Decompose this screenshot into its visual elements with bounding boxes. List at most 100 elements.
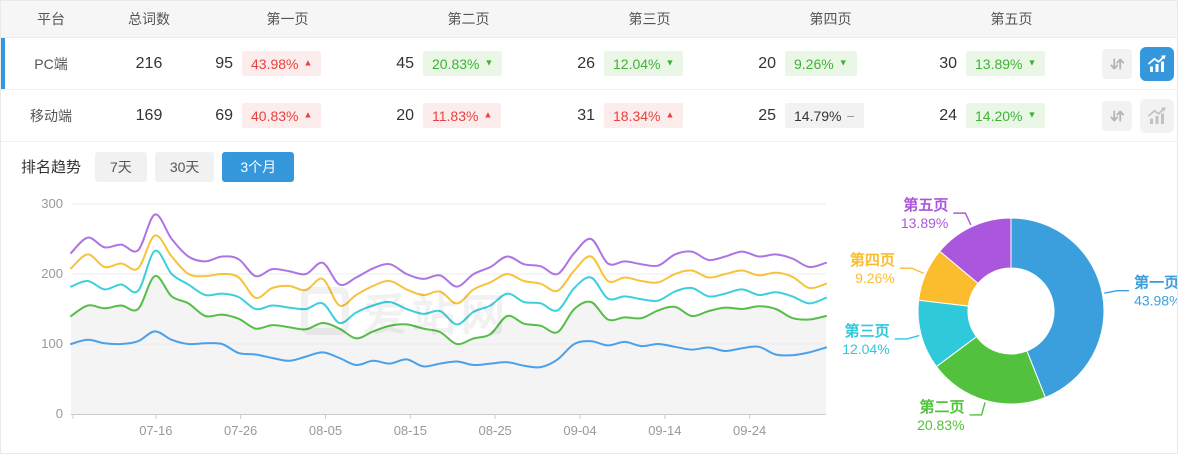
svg-text:20.83%: 20.83% (917, 417, 964, 433)
page-count: 45 (396, 54, 414, 72)
down-triangle-icon: ▼ (1027, 109, 1037, 120)
page-count: 95 (215, 54, 233, 72)
sort-arrows-icon (1110, 110, 1125, 121)
platform-name: PC端 (34, 55, 68, 72)
page-cell: 26 12.04% ▼ (559, 51, 740, 76)
header-cell-6: 第四页 (809, 11, 852, 27)
trend-range-tabs: 7天 30天 3个月 (95, 151, 302, 182)
page-count: 31 (577, 106, 595, 124)
page-count: 20 (396, 106, 414, 124)
svg-text:43.98%: 43.98% (1134, 293, 1178, 309)
page-count: 30 (939, 54, 957, 72)
row-actions (1102, 98, 1177, 133)
trend-percent: 13.89% (975, 55, 1023, 72)
table-row[interactable]: 移动端 169 69 40.83% ▲ 20 11.83% ▲ 31 18.34% ▲ 25 14.79… (1, 90, 1177, 142)
up-triangle-icon: ▲ (303, 109, 313, 120)
svg-text:第二页: 第二页 (920, 398, 965, 416)
trend-badge: 20.83% ▼ (423, 51, 503, 76)
svg-text:第三页: 第三页 (845, 322, 890, 340)
up-triangle-icon: ▲ (483, 109, 493, 120)
trend-tab-3[interactable]: 3个月 (222, 151, 295, 182)
trend-percent: 12.04% (613, 55, 661, 72)
chart-toggle-button[interactable] (1140, 46, 1174, 81)
table-row[interactable]: PC端 216 95 43.98% ▲ 45 20.83% ▼ 26 12.04% ▼ 20 9.26%… (1, 38, 1177, 90)
sort-button[interactable] (1102, 48, 1132, 79)
page-cell: 20 11.83% ▲ (378, 103, 559, 128)
trend-badge: 11.83% ▲ (423, 103, 502, 128)
charts-area: 07-16 07-26 08-05 08-15 08-25 09-04 09-14 09-24… (1, 191, 1177, 453)
svg-text:9.26%: 9.26% (855, 270, 895, 286)
page-count: 25 (758, 106, 776, 124)
trend-percent: 20.83% (432, 55, 480, 72)
trend-badge: 9.26% ▼ (785, 51, 857, 76)
trend-percent: 43.98% (251, 55, 299, 72)
trend-percent: 14.20% (975, 107, 1023, 124)
up-triangle-icon: ▲ (303, 57, 313, 68)
down-triangle-icon: ▼ (665, 57, 675, 68)
svg-text:09-14: 09-14 (648, 423, 681, 438)
trend-tab-2[interactable]: 30天 (154, 151, 215, 182)
svg-text:0: 0 (56, 406, 63, 421)
svg-text:第四页: 第四页 (850, 251, 895, 269)
svg-text:13.89%: 13.89% (901, 215, 948, 231)
down-triangle-icon: ▼ (1027, 57, 1037, 68)
down-triangle-icon: ▼ (484, 57, 494, 68)
header-cell-1: 平台 (37, 11, 65, 27)
svg-text:07-16: 07-16 (139, 423, 172, 438)
down-triangle-icon: ▼ (838, 57, 848, 68)
svg-text:09-24: 09-24 (733, 423, 766, 438)
bar-chart-icon (1148, 106, 1166, 124)
trend-percent: 9.26% (794, 55, 834, 72)
header-cell-3: 第一页 (266, 11, 309, 27)
page-cell: 25 14.79% − (740, 103, 921, 128)
trend-badge: 13.89% ▼ (966, 51, 1046, 76)
header-cell-7: 第五页 (990, 11, 1033, 27)
svg-text:12.04%: 12.04% (842, 341, 889, 357)
table-header: 平台 总词数 第一页 第二页 第三页 第四页 第五页 (1, 1, 1177, 38)
trend-percent: 40.83% (251, 107, 299, 124)
trend-badge: 14.79% − (785, 103, 864, 128)
svg-text:第一页: 第一页 (1134, 274, 1178, 292)
trend-badge: 18.34% ▲ (604, 103, 684, 128)
svg-text:08-05: 08-05 (309, 423, 342, 438)
flat-dash-icon: − (846, 107, 855, 124)
page-cell: 30 13.89% ▼ (921, 51, 1102, 76)
page-cell: 45 20.83% ▼ (378, 51, 559, 76)
svg-text:300: 300 (41, 196, 63, 211)
page-cell: 95 43.98% ▲ (197, 51, 378, 76)
svg-text:第五页: 第五页 (903, 196, 948, 214)
header-cell-2: 总词数 (128, 11, 170, 27)
svg-text:08-15: 08-15 (394, 423, 427, 438)
trend-badge: 40.83% ▲ (242, 103, 322, 128)
trend-percent: 11.83% (432, 107, 479, 124)
trend-percent: 14.79% (794, 107, 842, 124)
up-triangle-icon: ▲ (665, 109, 675, 120)
page-count: 20 (758, 54, 776, 72)
page-count: 26 (577, 54, 595, 72)
trend-badge: 43.98% ▲ (242, 51, 322, 76)
page-count: 24 (939, 106, 957, 124)
svg-text:09-04: 09-04 (563, 423, 596, 438)
total-keywords: 169 (135, 106, 163, 124)
row-actions (1102, 46, 1177, 81)
sort-button[interactable] (1102, 100, 1132, 131)
page-cell: 24 14.20% ▼ (921, 103, 1102, 128)
trend-percent: 18.34% (613, 107, 661, 124)
page-cell: 31 18.34% ▲ (559, 103, 740, 128)
page-distribution-donut-chart[interactable]: 第一页 43.98% 第二页 20.83% 第三页 12.04% 第四页 9.26% 第五页 13… (841, 171, 1178, 453)
trend-tab-1[interactable]: 7天 (95, 151, 147, 182)
trend-section-title: 排名趋势 (21, 159, 82, 176)
svg-text:08-25: 08-25 (479, 423, 512, 438)
rank-trend-line-chart[interactable]: 07-16 07-26 08-05 08-15 08-25 09-04 09-14 09-24… (1, 191, 841, 453)
trend-badge: 12.04% ▼ (604, 51, 684, 76)
sort-arrows-icon (1110, 58, 1125, 69)
page-cell: 69 40.83% ▲ (197, 103, 378, 128)
page-count: 69 (215, 106, 233, 124)
page-cell: 20 9.26% ▼ (740, 51, 921, 76)
trend-badge: 14.20% ▼ (966, 103, 1046, 128)
header-cell-4: 第二页 (447, 11, 490, 27)
platform-name: 移动端 (30, 107, 72, 124)
chart-toggle-button[interactable] (1140, 98, 1174, 133)
table-body: PC端 216 95 43.98% ▲ 45 20.83% ▼ 26 12.04% ▼ 20 9.26%… (1, 38, 1177, 142)
